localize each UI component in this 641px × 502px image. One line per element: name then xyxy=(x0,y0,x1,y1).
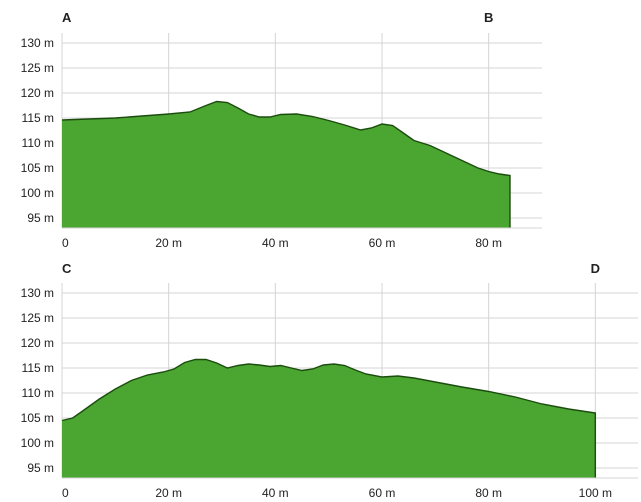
x-tick-label: 40 m xyxy=(262,486,289,500)
x-tick-label: 0 xyxy=(62,236,69,250)
y-tick-label: 120 m xyxy=(21,86,54,100)
x-tick-label: 0 xyxy=(62,486,69,500)
y-tick-label: 120 m xyxy=(21,336,54,350)
y-tick-label: 105 m xyxy=(21,411,54,425)
y-tick-label: 115 m xyxy=(22,361,54,375)
x-tick-label: 60 m xyxy=(369,486,396,500)
y-tick-label: 125 m xyxy=(21,61,54,75)
profile-c-d: 95 m 100 m 105 m 110 m 115 m 120 m 125 m 130 m 0… xyxy=(21,261,638,500)
elevation-line xyxy=(61,358,597,478)
elevation-line xyxy=(61,100,511,228)
elevation-area xyxy=(62,101,510,228)
x-tick-label: 60 m xyxy=(369,236,396,250)
end-point-label: B xyxy=(484,10,493,25)
y-tick-label: 115 m xyxy=(22,111,54,125)
x-tick-label: 20 m xyxy=(155,486,182,500)
profile-a-b: 95 m 100 m 105 m 110 m 115 m 120 m 125 m 130 m 0… xyxy=(21,10,542,250)
x-tick-label: 20 m xyxy=(155,236,182,250)
y-tick-label: 110 m xyxy=(22,136,54,150)
x-tick-label: 40 m xyxy=(262,236,289,250)
y-tick-label: 130 m xyxy=(21,286,54,300)
y-tick-label: 95 m xyxy=(27,461,54,475)
x-tick-label: 100 m xyxy=(579,486,612,500)
y-tick-label: 95 m xyxy=(27,211,54,225)
x-tick-label: 80 m xyxy=(475,236,502,250)
elevation-area xyxy=(62,359,596,478)
y-tick-label: 100 m xyxy=(21,436,54,450)
y-tick-label: 130 m xyxy=(21,36,54,50)
y-tick-label: 100 m xyxy=(21,186,54,200)
x-tick-label: 80 m xyxy=(475,486,502,500)
end-point-label: D xyxy=(591,261,600,276)
start-point-label: A xyxy=(62,10,72,25)
start-point-label: C xyxy=(62,261,72,276)
y-tick-label: 105 m xyxy=(21,161,54,175)
y-tick-label: 110 m xyxy=(22,386,54,400)
y-tick-label: 125 m xyxy=(21,311,54,325)
